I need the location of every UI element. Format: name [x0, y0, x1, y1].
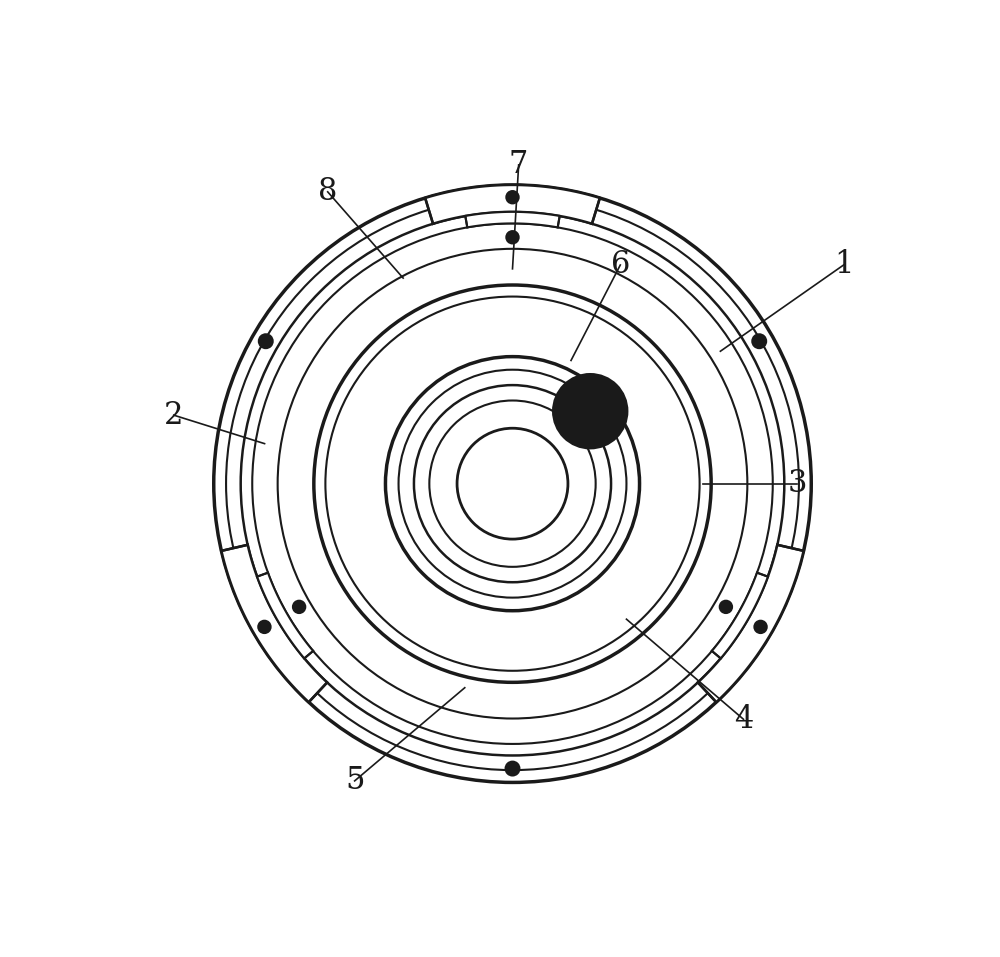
- Text: 8: 8: [318, 176, 337, 208]
- Polygon shape: [465, 211, 560, 228]
- Circle shape: [506, 191, 519, 204]
- Circle shape: [293, 601, 305, 613]
- Polygon shape: [221, 545, 327, 702]
- Circle shape: [259, 334, 273, 348]
- Text: 5: 5: [345, 766, 364, 796]
- Text: 1: 1: [834, 250, 853, 280]
- Polygon shape: [698, 545, 804, 702]
- Text: 2: 2: [164, 400, 183, 431]
- Text: 3: 3: [788, 468, 807, 500]
- Polygon shape: [257, 572, 313, 658]
- Circle shape: [720, 601, 732, 613]
- Circle shape: [752, 334, 766, 348]
- Text: 6: 6: [611, 250, 630, 280]
- Text: 7: 7: [509, 149, 528, 180]
- Circle shape: [754, 621, 767, 633]
- Text: 4: 4: [734, 703, 753, 735]
- Circle shape: [506, 231, 519, 243]
- Circle shape: [553, 374, 627, 448]
- Polygon shape: [712, 572, 768, 658]
- Polygon shape: [425, 185, 600, 224]
- Circle shape: [506, 762, 519, 775]
- Circle shape: [258, 621, 271, 633]
